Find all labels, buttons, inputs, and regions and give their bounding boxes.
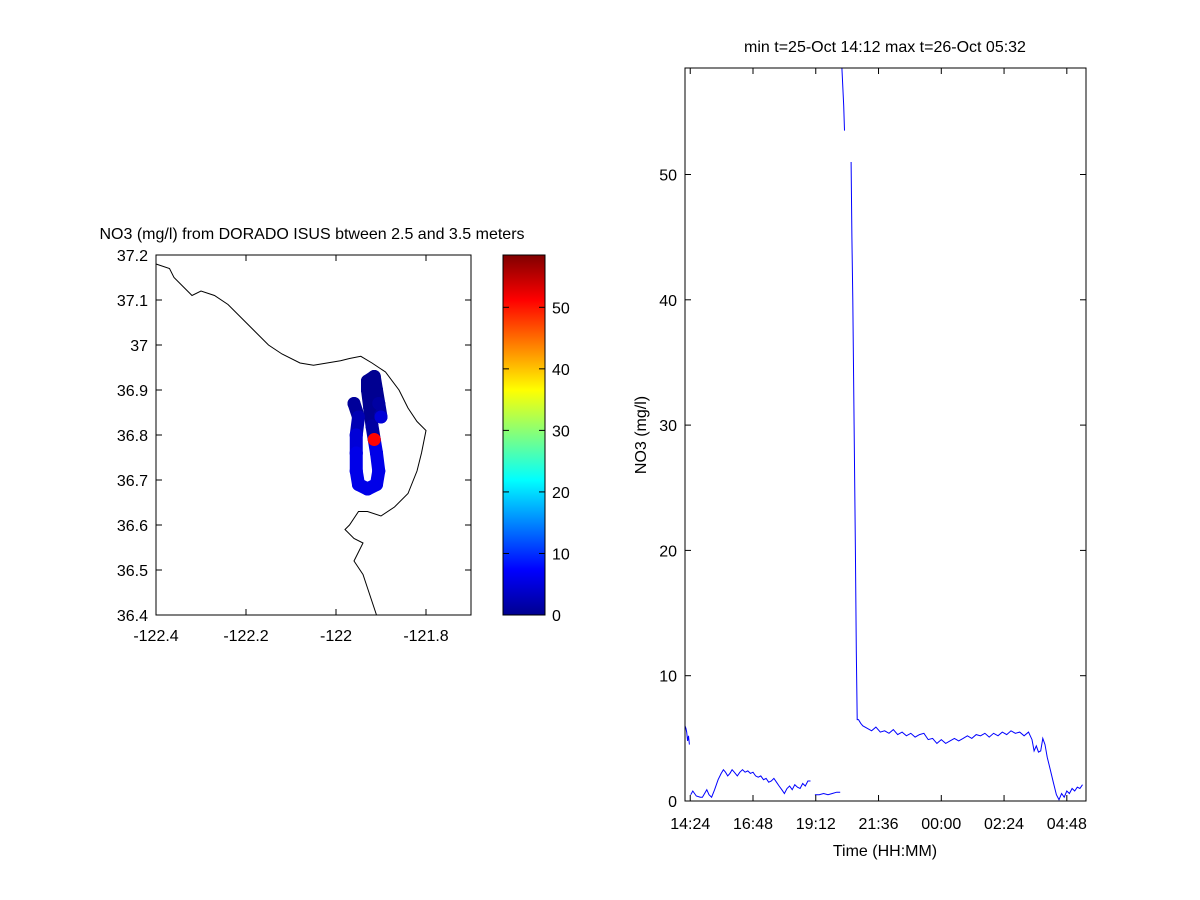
map-y-tick-label: 36.9 xyxy=(117,383,148,400)
track-point xyxy=(370,446,383,460)
ts-x-tick-label: 16:48 xyxy=(733,816,773,833)
colorbar-tick-label: 0 xyxy=(552,608,561,625)
map-track-group xyxy=(347,370,388,496)
track-point xyxy=(372,464,386,478)
map-x-tick-label: -121.8 xyxy=(403,628,448,645)
track-point xyxy=(361,383,374,397)
map-x-tick-label: -122 xyxy=(320,628,352,645)
ts-x-tick-label: 02:24 xyxy=(984,816,1024,833)
series-line-segment xyxy=(850,161,1083,801)
ts-y-tick-label: 40 xyxy=(659,293,677,310)
track-point xyxy=(370,478,383,491)
ts-x-tick-label: 04:48 xyxy=(1047,816,1087,833)
colorbar-tick-label: 30 xyxy=(552,423,570,440)
map-y-tick-label: 36.8 xyxy=(117,428,148,445)
series-line-segment xyxy=(814,791,841,796)
timeseries-title: min t=25-Oct 14:12 max t=26-Oct 05:32 xyxy=(744,39,1026,56)
series-line-segment xyxy=(684,725,690,745)
track-point xyxy=(349,464,363,478)
track-point xyxy=(347,397,361,410)
ts-x-tick-label: 19:12 xyxy=(796,816,836,833)
ts-y-tick-label: 10 xyxy=(659,669,677,686)
map-y-tick-label: 36.6 xyxy=(117,518,148,535)
timeseries-axes-box xyxy=(684,67,1087,802)
map-y-ticks: 36.4 36.5 36.6 36.7 36.8 36.9 37 37.1 37.2 xyxy=(117,248,471,625)
colorbar-ticks: 0 10 20 30 40 50 xyxy=(503,300,570,625)
track-point xyxy=(365,419,379,433)
track-point xyxy=(374,410,388,424)
track-point xyxy=(349,446,363,460)
map-y-tick-label: 36.4 xyxy=(117,608,148,625)
timeseries-y-label: NO3 (mg/l) xyxy=(633,396,650,474)
series-line-segment xyxy=(841,67,845,131)
map-y-tick-label: 37.2 xyxy=(117,248,148,265)
map-x-tick-label: -122.4 xyxy=(133,628,178,645)
track-point xyxy=(352,410,365,424)
ts-y-tick-label: 30 xyxy=(659,418,677,435)
series-line-segment xyxy=(690,768,811,799)
timeseries-y-ticks: 0 10 20 30 40 50 xyxy=(659,168,1086,811)
map-panel: NO3 (mg/l) from DORADO ISUS btween 2.5 a… xyxy=(99,226,524,645)
map-axes-box xyxy=(155,254,472,616)
colorbar-tick-label: 20 xyxy=(552,485,570,502)
colorbar-box xyxy=(502,254,546,616)
ts-x-tick-label: 21:36 xyxy=(859,816,899,833)
colorbar-tick-label: 10 xyxy=(552,546,570,563)
timeseries-x-label: Time (HH:MM) xyxy=(833,843,937,860)
track-point xyxy=(367,433,381,446)
ts-y-tick-label: 50 xyxy=(659,168,677,185)
track-point xyxy=(367,370,381,383)
ts-y-tick-label: 0 xyxy=(668,794,677,811)
timeseries-x-ticks: 14:24 16:48 19:12 21:36 00:00 02:24 04:48 xyxy=(670,68,1087,833)
map-y-tick-label: 37.1 xyxy=(117,293,148,310)
timeseries-lines xyxy=(684,67,1083,801)
map-y-tick-label: 36.5 xyxy=(117,563,148,580)
ts-x-tick-label: 00:00 xyxy=(921,816,961,833)
colorbar: 0 10 20 30 40 50 xyxy=(502,254,570,625)
map-x-ticks: -122.4 -122.2 -122 -121.8 xyxy=(133,255,449,645)
map-title: NO3 (mg/l) from DORADO ISUS btween 2.5 a… xyxy=(99,226,524,243)
colorbar-tick-label: 40 xyxy=(552,362,570,379)
colorbar-gradient xyxy=(503,255,545,615)
track-point xyxy=(372,397,386,410)
map-y-tick-label: 37 xyxy=(130,338,148,355)
map-y-tick-label: 36.7 xyxy=(117,473,148,490)
track-point xyxy=(370,383,383,397)
map-x-tick-label: -122.2 xyxy=(223,628,268,645)
ts-y-tick-label: 20 xyxy=(659,543,677,560)
track-point xyxy=(349,428,363,442)
timeseries-panel: min t=25-Oct 14:12 max t=26-Oct 05:32 14… xyxy=(633,39,1087,860)
ts-x-tick-label: 14:24 xyxy=(670,816,710,833)
colorbar-tick-label: 50 xyxy=(552,300,570,317)
coastline xyxy=(155,263,427,616)
